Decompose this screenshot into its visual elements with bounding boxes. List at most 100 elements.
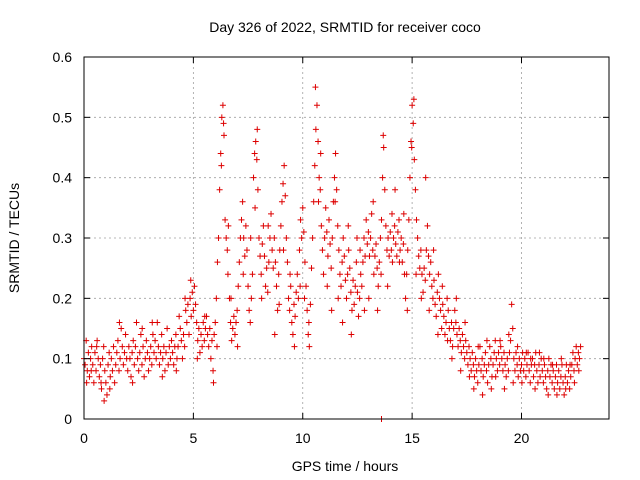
data-point bbox=[265, 259, 272, 266]
data-point bbox=[129, 349, 136, 356]
data-point bbox=[317, 150, 324, 157]
data-point bbox=[218, 162, 225, 169]
data-point bbox=[318, 222, 325, 229]
data-point bbox=[97, 361, 104, 368]
data-point bbox=[278, 198, 285, 205]
data-point bbox=[402, 295, 409, 302]
data-point bbox=[545, 391, 552, 398]
data-point bbox=[334, 222, 341, 229]
y-tick-label: 0.5 bbox=[53, 109, 73, 125]
x-tick-label: 15 bbox=[404, 430, 420, 446]
data-point bbox=[397, 247, 404, 254]
data-point bbox=[252, 204, 259, 211]
data-point bbox=[344, 271, 351, 278]
data-point bbox=[555, 367, 562, 374]
data-point bbox=[234, 343, 241, 350]
data-point bbox=[468, 367, 475, 374]
data-point bbox=[160, 343, 167, 350]
data-point bbox=[301, 295, 308, 302]
data-point bbox=[86, 373, 93, 380]
data-point bbox=[201, 313, 208, 320]
data-point bbox=[490, 361, 497, 368]
data-point bbox=[117, 355, 124, 362]
data-point bbox=[181, 343, 188, 350]
data-point bbox=[546, 373, 553, 380]
data-point bbox=[292, 313, 299, 320]
data-point bbox=[291, 301, 297, 308]
data-point bbox=[516, 355, 523, 362]
data-point bbox=[254, 126, 261, 133]
data-point bbox=[240, 235, 247, 241]
data-point bbox=[212, 319, 219, 326]
data-point bbox=[146, 355, 153, 362]
data-point bbox=[513, 349, 520, 356]
data-point bbox=[91, 349, 98, 356]
data-point bbox=[460, 343, 467, 350]
data-point bbox=[274, 307, 281, 314]
data-point bbox=[215, 235, 222, 241]
data-point bbox=[338, 283, 345, 290]
data-point bbox=[552, 373, 559, 380]
data-point bbox=[182, 307, 189, 314]
data-point bbox=[375, 283, 382, 290]
data-point bbox=[286, 307, 293, 314]
data-point bbox=[90, 379, 97, 386]
data-point bbox=[380, 144, 387, 151]
data-point bbox=[415, 253, 422, 260]
data-point bbox=[350, 277, 357, 284]
data-point bbox=[157, 349, 164, 356]
data-point bbox=[466, 343, 472, 350]
data-point bbox=[562, 373, 569, 380]
data-point bbox=[448, 355, 455, 362]
data-point bbox=[282, 192, 289, 199]
data-point bbox=[463, 349, 470, 356]
data-point bbox=[194, 337, 201, 344]
data-point bbox=[239, 198, 246, 205]
data-point bbox=[312, 126, 319, 133]
data-point bbox=[320, 271, 327, 278]
data-point bbox=[173, 367, 180, 374]
data-point bbox=[510, 379, 517, 386]
data-point bbox=[211, 331, 218, 338]
data-point bbox=[534, 379, 541, 386]
data-point bbox=[194, 355, 201, 362]
data-point bbox=[466, 373, 473, 380]
data-point bbox=[526, 367, 533, 374]
data-point bbox=[111, 379, 118, 386]
data-point bbox=[494, 367, 501, 374]
data-point bbox=[396, 259, 403, 266]
data-point bbox=[453, 295, 460, 302]
data-point bbox=[427, 259, 434, 266]
data-point bbox=[574, 361, 581, 368]
data-point bbox=[83, 379, 90, 386]
data-point bbox=[275, 271, 282, 278]
data-point bbox=[133, 319, 140, 326]
data-point bbox=[161, 367, 168, 374]
data-point bbox=[462, 337, 469, 344]
data-point bbox=[240, 271, 247, 278]
data-point bbox=[359, 259, 366, 266]
data-point bbox=[545, 355, 552, 362]
data-point bbox=[141, 373, 148, 380]
data-point bbox=[319, 247, 326, 254]
data-point bbox=[456, 325, 463, 332]
data-point bbox=[222, 216, 229, 223]
data-point bbox=[426, 307, 433, 314]
data-point bbox=[175, 343, 182, 350]
data-point bbox=[247, 235, 254, 241]
data-point bbox=[110, 343, 117, 350]
data-point bbox=[191, 283, 198, 290]
data-point bbox=[280, 180, 287, 187]
data-point bbox=[358, 283, 365, 290]
data-point bbox=[444, 295, 451, 302]
data-point bbox=[317, 186, 324, 193]
x-tick-label: 0 bbox=[80, 430, 88, 446]
data-point bbox=[434, 331, 441, 338]
data-point bbox=[196, 349, 203, 356]
data-point bbox=[309, 235, 316, 241]
data-point bbox=[438, 325, 445, 332]
data-point bbox=[241, 253, 248, 260]
data-point bbox=[575, 349, 582, 356]
data-point bbox=[412, 186, 419, 193]
data-point bbox=[459, 331, 466, 338]
